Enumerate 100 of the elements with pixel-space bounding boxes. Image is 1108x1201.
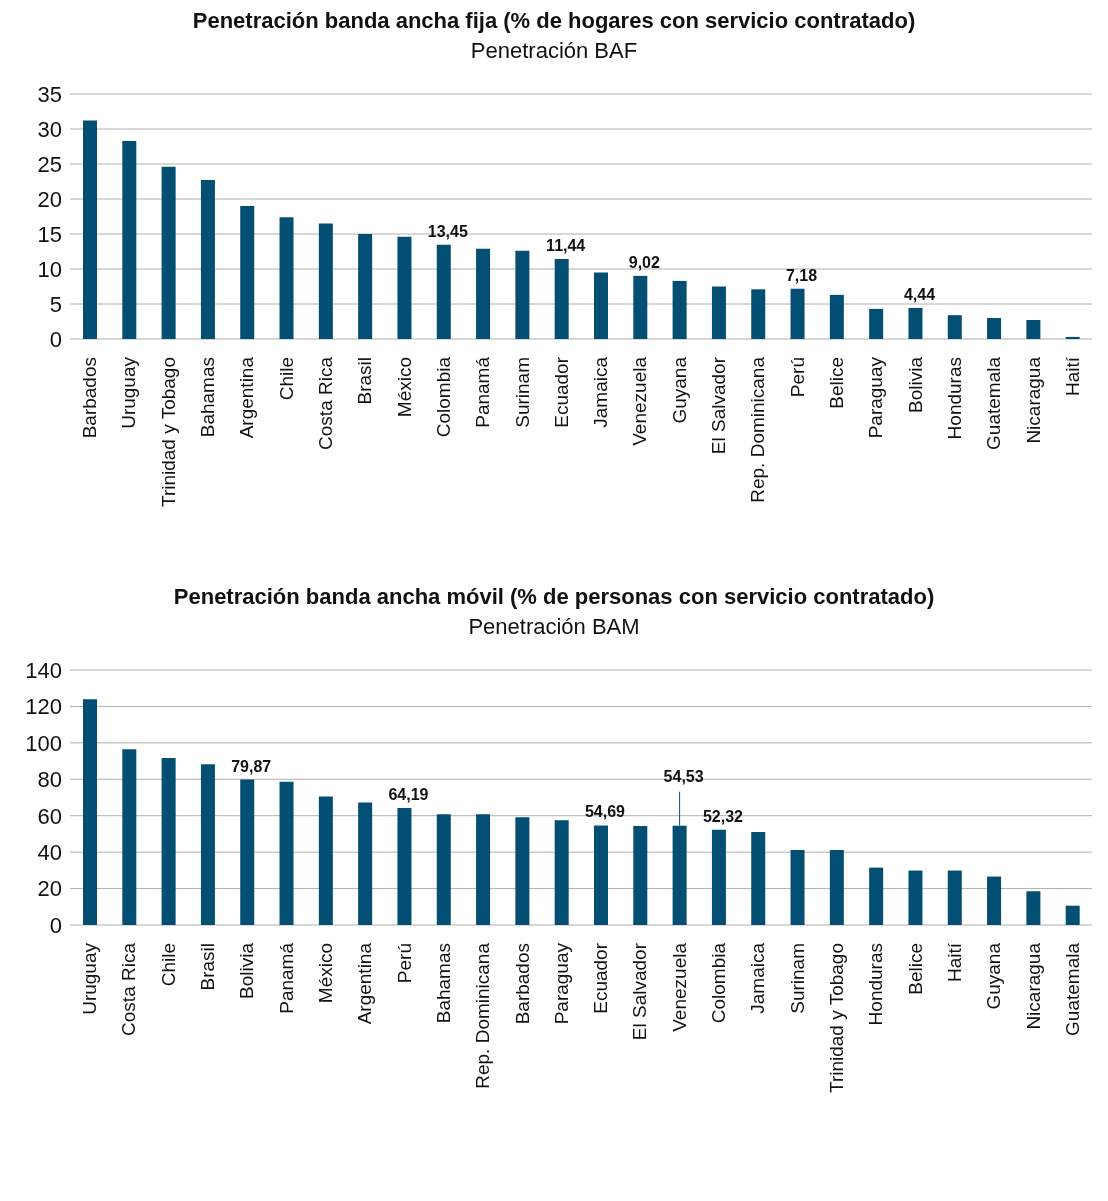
data-label: 7,18 (785, 266, 818, 284)
y-tick-label: 120 (25, 694, 62, 720)
bar (594, 272, 608, 339)
x-tick-label: Venezuela (629, 356, 651, 446)
y-tick-label: 10 (37, 256, 62, 282)
bar (633, 275, 648, 339)
x-tick-label: Guatemala (983, 356, 1005, 450)
chart-subtitle: Penetración BAF (469, 38, 639, 64)
bar (436, 244, 451, 339)
bar (1026, 320, 1041, 339)
x-tick-label: Jamaica (590, 356, 612, 428)
bar (987, 318, 1002, 339)
y-tick-label: 0 (49, 326, 62, 352)
bar (554, 258, 569, 339)
bar (200, 764, 215, 925)
data-label: 4,44 (903, 285, 936, 303)
bar (240, 206, 255, 339)
x-tick-label: Panamá (472, 356, 494, 428)
x-tick-label: Trinidad y Tobago (157, 357, 179, 507)
bar (790, 849, 805, 925)
data-label: 13,45 (427, 222, 468, 240)
x-tick-label: Bolivia (904, 356, 926, 413)
bar (594, 825, 608, 925)
data-label: 64,19 (388, 786, 429, 804)
bar (122, 140, 137, 339)
bar (318, 223, 333, 339)
x-tick-label: Jamaica (747, 942, 769, 1014)
bar (279, 781, 294, 925)
y-tick-label: 20 (37, 876, 62, 902)
x-tick-label: Surinam (786, 943, 808, 1014)
x-tick-label: Brasil (197, 943, 219, 991)
data-label: 54,53 (663, 767, 704, 785)
x-tick-label: El Salvador (708, 356, 730, 455)
y-tick-label: 80 (37, 767, 62, 793)
y-tick-label: 100 (25, 730, 62, 756)
x-tick-label: Honduras (865, 943, 887, 1026)
x-tick-label: Perú (393, 943, 415, 984)
x-tick-label: Paraguay (865, 356, 887, 439)
bar (829, 294, 844, 339)
y-tick-label: 5 (49, 291, 62, 317)
bar (908, 307, 923, 339)
x-tick-label: Costa Rica (118, 942, 140, 1036)
chart-title: Penetración banda ancha fija (% de hogares con servicio contratado) (191, 8, 917, 34)
bar (161, 757, 176, 925)
y-tick-label: 40 (37, 839, 62, 865)
bar (476, 814, 491, 925)
y-tick-label: 25 (37, 151, 62, 177)
x-tick-label: Nicaragua (1022, 356, 1044, 444)
bar (83, 699, 97, 925)
x-tick-label: Argentina (236, 356, 258, 439)
y-tick-label: 60 (37, 803, 62, 829)
bar (711, 829, 726, 925)
x-tick-label: Nicaragua (1022, 942, 1044, 1030)
x-tick-label: Barbados (79, 357, 101, 439)
bar (1065, 905, 1080, 925)
x-tick-label: Ecuador (590, 942, 612, 1014)
bar (829, 849, 844, 925)
chart-subtitle: Penetración BAM (467, 614, 641, 640)
y-tick-label: 30 (37, 116, 62, 142)
x-tick-label: Rep. Dominicana (747, 356, 769, 503)
bar (790, 288, 805, 339)
x-tick-label: Belice (904, 943, 926, 995)
data-label: 54,69 (584, 803, 626, 821)
x-tick-label: Bolivia (236, 942, 258, 999)
x-tick-label: Paraguay (550, 942, 572, 1025)
x-tick-label: Guatemala (1061, 942, 1083, 1036)
bar (554, 820, 569, 925)
x-tick-label: Bahamas (197, 357, 219, 438)
bar (869, 308, 884, 339)
x-tick-label: Bahamas (432, 943, 454, 1024)
bar (200, 180, 215, 339)
x-tick-label: Costa Rica (315, 356, 336, 450)
x-tick-label: Chile (275, 357, 297, 401)
y-tick-label: 15 (37, 221, 62, 247)
bar (947, 315, 962, 339)
bar (711, 286, 726, 339)
bar (869, 867, 884, 925)
bar (397, 808, 412, 925)
x-tick-label: Rep. Dominicana (472, 942, 494, 1089)
x-tick-label: Guyana (983, 942, 1005, 1010)
bar (279, 217, 294, 339)
bar (987, 876, 1002, 925)
x-tick-label: Chile (157, 943, 179, 987)
x-tick-label: Surinam (511, 357, 533, 428)
y-tick-label: 0 (49, 912, 62, 938)
x-tick-label: México (393, 357, 415, 418)
bar (633, 826, 648, 925)
x-tick-label: Haití (943, 942, 965, 983)
bar (515, 817, 530, 925)
bar (436, 814, 451, 925)
chart-title: Penetración banda ancha móvil (% de personas con servicio contratado) (172, 584, 936, 610)
x-tick-label: Haití (1061, 356, 1083, 397)
x-tick-label: Perú (786, 357, 808, 398)
data-label: 79,87 (231, 757, 272, 775)
y-tick-label: 20 (37, 186, 62, 212)
data-label: 11,44 (546, 236, 586, 254)
bar (122, 749, 137, 925)
x-tick-label: Ecuador (550, 356, 572, 428)
data-label: 52,32 (702, 807, 744, 825)
x-tick-label: México (315, 943, 336, 1004)
